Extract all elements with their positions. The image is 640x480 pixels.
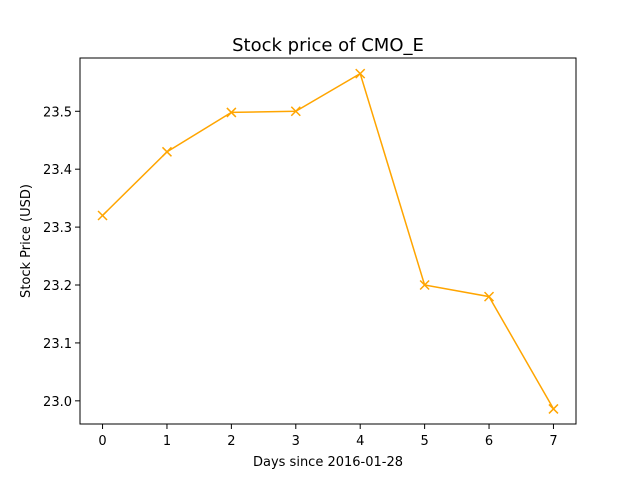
x-axis-label: Days since 2016-01-28 — [253, 455, 403, 470]
plot-frame — [80, 58, 576, 424]
y-tick-label: 23.5 — [43, 105, 72, 120]
x-tick-label: 7 — [549, 434, 557, 449]
x-tick-label: 6 — [485, 434, 493, 449]
data-point-marker — [162, 147, 171, 156]
x-tick-label: 2 — [227, 434, 235, 449]
x-tick-label: 1 — [163, 434, 171, 449]
data-point-marker — [98, 211, 107, 220]
x-tick-label: 0 — [98, 434, 106, 449]
x-tick-label: 5 — [420, 434, 428, 449]
y-tick-label: 23.3 — [43, 221, 72, 236]
x-tick-label: 3 — [292, 434, 300, 449]
y-tick-label: 23.4 — [43, 163, 72, 178]
y-axis-label: Stock Price (USD) — [19, 184, 34, 298]
x-tick-label: 4 — [356, 434, 364, 449]
y-tick-label: 23.2 — [43, 279, 72, 294]
series-layer — [98, 69, 558, 413]
data-point-marker — [356, 69, 365, 78]
data-point-marker — [549, 404, 558, 413]
chart-title: Stock price of CMO_E — [232, 35, 424, 56]
series-line — [103, 74, 554, 409]
y-tick-label: 23.1 — [43, 337, 72, 352]
y-axis-ticks: 23.0 23.1 23.2 23.3 23.4 23.5 — [43, 105, 80, 410]
x-axis-ticks: 0 1 2 3 4 5 6 7 — [98, 424, 557, 449]
y-tick-label: 23.0 — [43, 395, 72, 410]
